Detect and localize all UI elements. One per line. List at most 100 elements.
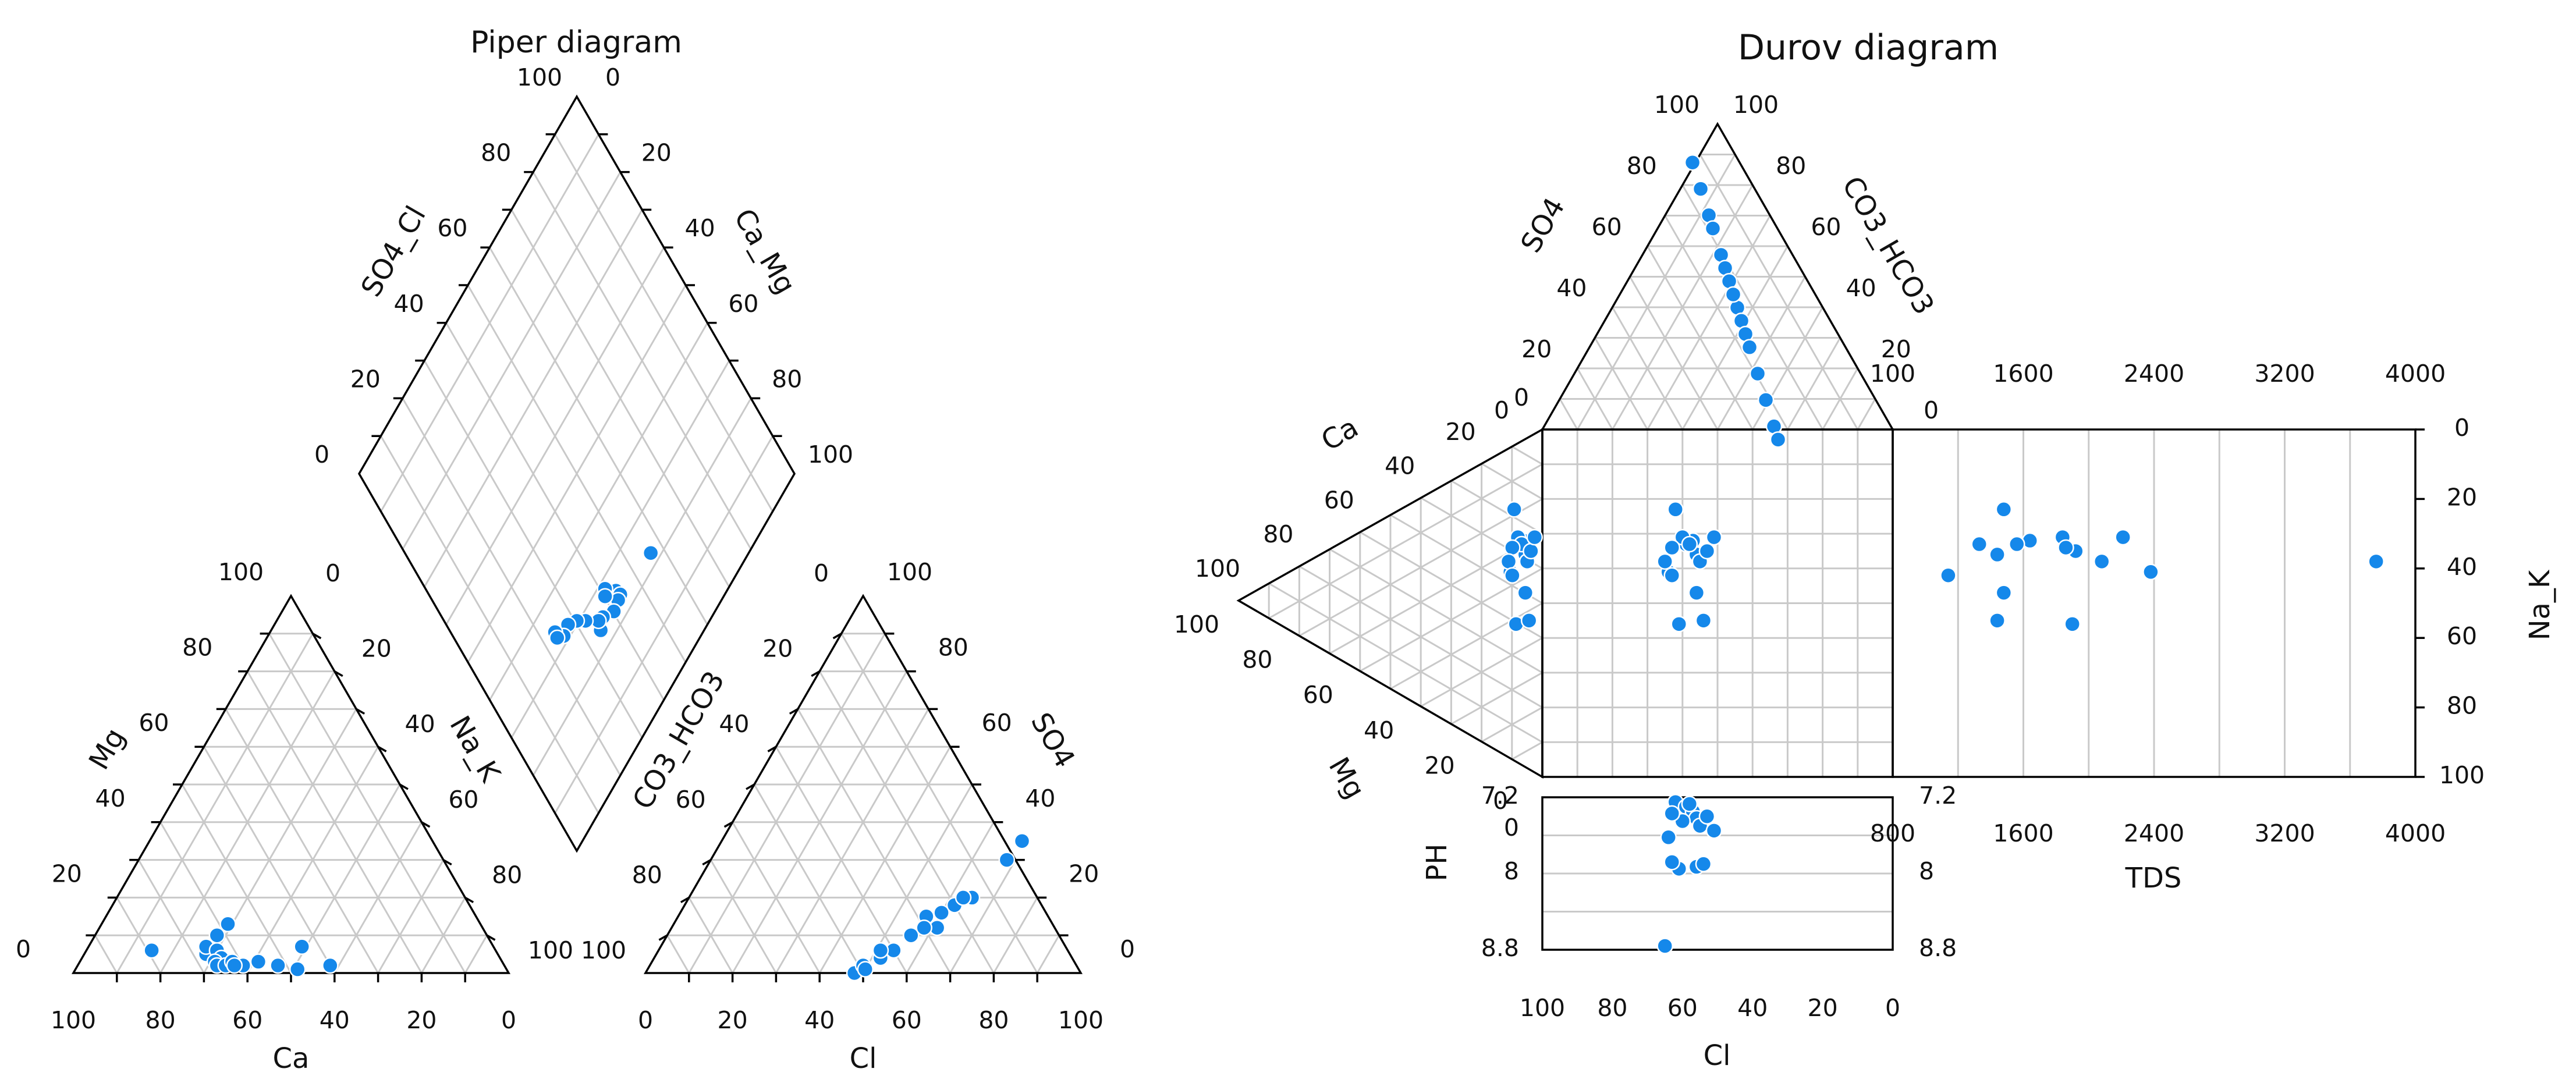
anion-triangle-grid-line [949, 859, 1017, 974]
durov-anion-point [1725, 286, 1742, 303]
diamond-left-tick-label: 80 [481, 139, 511, 167]
anion-bottom-tick-label: 40 [804, 1006, 835, 1034]
durov-cl-tick-label: 40 [1737, 994, 1768, 1022]
cation-point [289, 961, 306, 978]
durov-so4-tick-label: 100 [1654, 91, 1699, 119]
anion-point [933, 904, 950, 921]
durov-tds-label: TDS [2125, 862, 2182, 894]
cation-bottom-tick-label: 0 [501, 1006, 516, 1034]
diamond-right-tick-label: 60 [728, 290, 758, 318]
durov-cation-grid-line [1298, 565, 1543, 708]
durov-ph-left-tick-label: 8.8 [1481, 934, 1519, 962]
durov-anion-grid-line [1647, 215, 1771, 430]
durov-anion-point [1749, 365, 1766, 382]
durov-ca-tick-label: 40 [1385, 452, 1415, 480]
durov-tds-point [2057, 539, 2074, 556]
cation-right-tick [312, 633, 322, 640]
cation-right-tick-label: 80 [492, 861, 522, 889]
diamond-grid-line [532, 172, 752, 550]
durov-cation-grid-line [1268, 463, 1543, 619]
cation-right-tick [333, 670, 343, 677]
anion-left-tick [723, 821, 733, 828]
durov-nak-tick-label: 0 [2454, 414, 2469, 442]
anion-triangle-grid-line [862, 784, 973, 974]
cation-right-tick-label: 0 [325, 559, 340, 587]
diamond-left-tick-label: 20 [350, 365, 381, 393]
anion-right-tick-label: 80 [938, 634, 968, 662]
cation-right-tick [464, 896, 474, 903]
durov-ca-tick-label: 0 [1514, 384, 1529, 411]
anion-left-tick-label: 80 [632, 861, 662, 889]
durov-anion-grid-line [1699, 154, 1859, 430]
cation-right-tick-label: 20 [361, 635, 392, 663]
durov-anion-grid-line [1716, 276, 1806, 430]
durov-anion-point [1684, 154, 1701, 171]
durov-square-point [1663, 539, 1680, 556]
durov-anion-grid-line [1629, 276, 1719, 430]
durov-tds-point [2093, 553, 2110, 570]
durov-co3hco3-tick-label: 0 [1924, 396, 1939, 424]
cation-point [293, 938, 310, 955]
durov-cation-point [1504, 539, 1521, 556]
anion-left-tick [702, 859, 712, 866]
durov-tds-point [2142, 563, 2159, 581]
durov-square-point [1670, 616, 1688, 633]
durov-tds-top-tick-label: 4000 [2385, 360, 2446, 388]
durov-ph-point [1663, 854, 1680, 871]
cation-triangle-grid-line [94, 935, 118, 974]
durov-mg-tick-label: 60 [1303, 681, 1333, 709]
durov-cation-grid-line [1268, 583, 1543, 743]
anion-left-tick [658, 934, 668, 941]
durov-ph-point [1663, 805, 1680, 822]
durov-cation-point [1517, 584, 1534, 601]
diamond-grid-line [445, 247, 665, 626]
durov-mg-tick-label: 40 [1364, 716, 1394, 744]
durov-cation-point [1506, 501, 1523, 518]
diamond-left-tick-label: 60 [437, 214, 467, 242]
anion-triangle-grid-line [1036, 935, 1060, 974]
durov-tds-top-tick-label: 100 [1870, 360, 1915, 388]
anion-right-tick-label: 0 [1120, 935, 1135, 963]
durov-co3hco3-tick-label: 100 [1733, 91, 1779, 119]
durov-anion-grid-line [1857, 398, 1876, 430]
anion-left-tick [789, 708, 799, 715]
anion-triangle-grid-line [775, 746, 908, 974]
durov-tds-bottom-tick-label: 4000 [2385, 819, 2446, 847]
cation-right-tick-label: 40 [405, 710, 435, 738]
durov-ca-tick-label: 60 [1324, 486, 1354, 514]
durov-tds-top-tick-label: 3200 [2254, 360, 2315, 388]
durov-tds-point [1995, 584, 2013, 601]
durov-anion-point [1692, 180, 1709, 197]
durov-tds-top-tick-label: 2400 [2124, 360, 2184, 388]
anion-triangle-grid-line [688, 897, 733, 974]
durov-ph-left-tick-label: 8 [1504, 857, 1519, 885]
durov-cation-point [1504, 567, 1521, 584]
durov-square-point [1698, 542, 1716, 560]
durov-nak-tick-label: 100 [2439, 761, 2485, 789]
durov-cl-tick-label: 60 [1667, 994, 1698, 1022]
cation-left-tick-label: 0 [16, 935, 31, 963]
anion-left-tick [811, 670, 821, 677]
durov-anion-grid-line [1647, 246, 1754, 430]
anion-triangle-grid-line [818, 670, 995, 974]
cation-triangle-grid-line [137, 859, 205, 974]
durov-mg-tick-label: 0 [1493, 787, 1508, 815]
durov-nak-tick-label: 40 [2447, 553, 2477, 581]
cation-right-tick [399, 783, 409, 790]
durov-mg-tick-label: 20 [1425, 751, 1455, 779]
durov-cation-grid-line [1511, 446, 1543, 465]
cation-right-tick-label: 60 [448, 786, 478, 814]
diamond-grid-line [489, 247, 708, 626]
durov-mg-label: Mg [1322, 752, 1371, 804]
durov-tds-point [1989, 546, 2006, 563]
anion-triangle-grid-line [709, 859, 777, 974]
durov-cation-point [1520, 612, 1538, 629]
durov-anion-grid-line [1787, 337, 1841, 430]
piper-anion-bottom-label: Cl [850, 1042, 877, 1075]
durov-cl-tick-label: 20 [1808, 994, 1838, 1022]
anion-left-tick [767, 745, 777, 752]
diamond-right-tick-label: 40 [685, 214, 715, 242]
cation-triangle-grid-line [203, 708, 357, 974]
durov-nak-tick-label: 20 [2447, 483, 2477, 511]
